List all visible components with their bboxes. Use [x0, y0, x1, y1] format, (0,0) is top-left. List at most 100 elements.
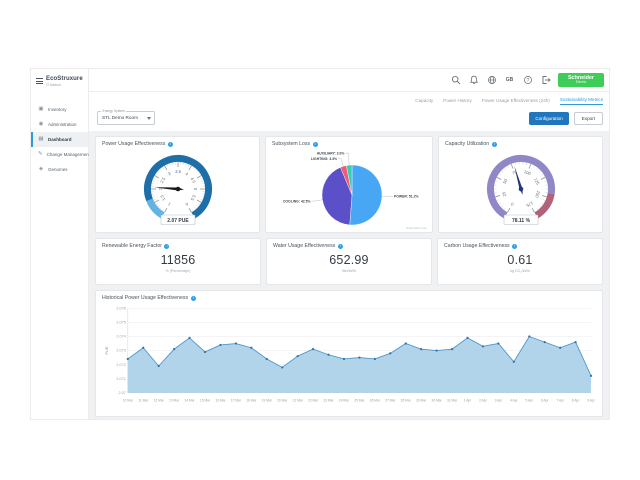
logout-icon[interactable]: [540, 75, 551, 86]
data-point-marker[interactable]: [327, 353, 330, 356]
info-icon[interactable]: [312, 141, 318, 147]
data-point-marker[interactable]: [250, 346, 253, 349]
info-icon[interactable]: [337, 243, 343, 249]
language-badge[interactable]: GB: [505, 77, 514, 83]
header-icons: GB?: [450, 75, 551, 86]
sidebar-item-label: Inventory: [48, 106, 67, 112]
data-point-marker[interactable]: [219, 343, 222, 347]
data-point-marker[interactable]: [389, 352, 392, 355]
data-point-marker[interactable]: [512, 360, 515, 363]
data-point-marker[interactable]: [311, 348, 315, 351]
gauge-tick-label: 3: [166, 171, 171, 177]
info-icon[interactable]: [190, 295, 196, 301]
data-point-marker[interactable]: [173, 348, 176, 351]
gauge-tick-label: 50: [501, 178, 508, 185]
gauge-pivot: [175, 186, 180, 192]
pie-slice-label: AUXILIARY: 3.0%: [317, 151, 345, 155]
configuration-button[interactable]: Configuration: [529, 111, 569, 125]
kpi-value: 0.61: [507, 253, 533, 267]
data-point-marker[interactable]: [373, 357, 376, 361]
data-point-marker[interactable]: [342, 357, 346, 361]
sidebar-item-inventory[interactable]: ▣ Inventory: [31, 102, 88, 117]
data-point-marker[interactable]: [481, 345, 485, 348]
gauge-minor-tick: [538, 170, 541, 173]
tab-sustainability-metrics[interactable]: Sustainability Metrics: [559, 97, 603, 105]
data-point-marker[interactable]: [404, 342, 407, 345]
gauge-minor-tick: [543, 180, 547, 182]
data-point-marker[interactable]: [559, 346, 562, 349]
tab-power-history[interactable]: Power History: [443, 98, 472, 103]
pie-label-connector: [338, 158, 344, 167]
content: GB? Schneider Electric Capacity Power His…: [89, 69, 609, 419]
y-tick-label: 2.073: [116, 349, 125, 353]
help-icon[interactable]: ?: [522, 75, 533, 86]
data-point-marker[interactable]: [450, 348, 454, 351]
sidebar-item-change-management[interactable]: ✎ Change Management: [31, 147, 90, 162]
x-tick-label: 17 Mar: [231, 399, 242, 403]
data-point-marker[interactable]: [574, 341, 577, 344]
gauge-minor-tick: [182, 162, 184, 166]
info-icon[interactable]: [164, 243, 170, 249]
sidebar-item-dashboard[interactable]: ▦ Dashboard: [31, 131, 88, 147]
notifications-icon[interactable]: [468, 75, 479, 86]
pie-slice-auxiliary[interactable]: [346, 164, 353, 196]
gauge-minor-tick: [540, 173, 543, 176]
data-point-marker[interactable]: [203, 350, 207, 354]
data-point-marker[interactable]: [157, 364, 160, 368]
gauge-minor-tick: [161, 208, 164, 211]
export-button[interactable]: Export: [573, 111, 603, 125]
schneider-brand-button[interactable]: Schneider Electric: [558, 73, 604, 87]
data-point-marker[interactable]: [466, 336, 469, 339]
sidebar-item-label: Administration: [48, 121, 77, 127]
card-renewable-energy-factor: Renewable Energy Factor 11856% (Percentag…: [95, 238, 261, 285]
gauge-band: [486, 155, 555, 219]
x-tick-label: 27 Mar: [385, 399, 396, 403]
tab-power-usage-effectiveness-24h[interactable]: Power Usage Effectiveness (24h): [481, 98, 550, 103]
app-logo: EcoStruxure: [46, 76, 83, 82]
gauge-major-tick: [541, 195, 547, 198]
globe-icon[interactable]: [486, 75, 497, 86]
search-icon[interactable]: [450, 75, 461, 86]
x-tick-label: 7 Apr: [556, 399, 565, 403]
data-point-marker[interactable]: [543, 341, 546, 344]
data-point-marker[interactable]: [497, 342, 500, 345]
x-tick-label: 28 Mar: [401, 399, 412, 403]
data-point-marker[interactable]: [126, 357, 129, 361]
x-tick-label: 2 Apr: [479, 399, 488, 403]
subsystem-loss-pie-chart: POWER: 51.2% COOLING: 42.5% LIGHTING: 3.3%…: [283, 151, 418, 226]
data-point-marker[interactable]: [528, 335, 531, 338]
data-point-marker[interactable]: [296, 355, 299, 358]
pie-slice-power[interactable]: [349, 164, 383, 226]
x-tick-label: 11 Mar: [138, 399, 149, 403]
chevron-down-icon: [147, 117, 151, 120]
data-point-marker[interactable]: [234, 342, 237, 345]
energy-system-select[interactable]: Energy System STL Demo Room: [97, 109, 155, 125]
gauge-tick-label: 4.5: [189, 176, 197, 184]
data-point-marker[interactable]: [142, 346, 145, 349]
sidebar-item-genomes[interactable]: ◈ Genomes: [31, 162, 88, 177]
pie-slice-label: COOLING: 42.5%: [283, 199, 311, 203]
top-header: GB? Schneider Electric: [89, 69, 609, 92]
menu-icon[interactable]: [36, 78, 43, 85]
sidebar-item-administration[interactable]: ◉ Administration: [31, 117, 88, 132]
tab-capacity[interactable]: Capacity: [415, 98, 434, 103]
x-tick-label: 30 Mar: [432, 399, 443, 403]
dashboard-main: Power Usage Effectiveness 11.522.533.544…: [89, 131, 609, 419]
card-title: Renewable Energy Factor: [102, 243, 254, 249]
data-point-marker[interactable]: [281, 366, 284, 369]
data-point-marker[interactable]: [420, 348, 423, 351]
data-point-marker[interactable]: [265, 357, 268, 361]
info-icon[interactable]: [491, 141, 497, 147]
gauge-minor-tick: [201, 193, 204, 195]
data-point-marker[interactable]: [188, 336, 191, 339]
data-point-marker[interactable]: [358, 356, 361, 359]
data-point-marker[interactable]: [589, 374, 593, 377]
data-point-marker[interactable]: [435, 349, 438, 352]
gauge-value-box: [503, 214, 538, 225]
x-tick-label: 15 Mar: [200, 399, 211, 403]
y-tick-label: 2.07: [118, 391, 125, 395]
info-icon[interactable]: [512, 243, 518, 249]
y-tick-label: 2.076: [116, 307, 125, 311]
info-icon[interactable]: [167, 141, 173, 147]
gauge-tick-label: 6: [183, 201, 188, 207]
